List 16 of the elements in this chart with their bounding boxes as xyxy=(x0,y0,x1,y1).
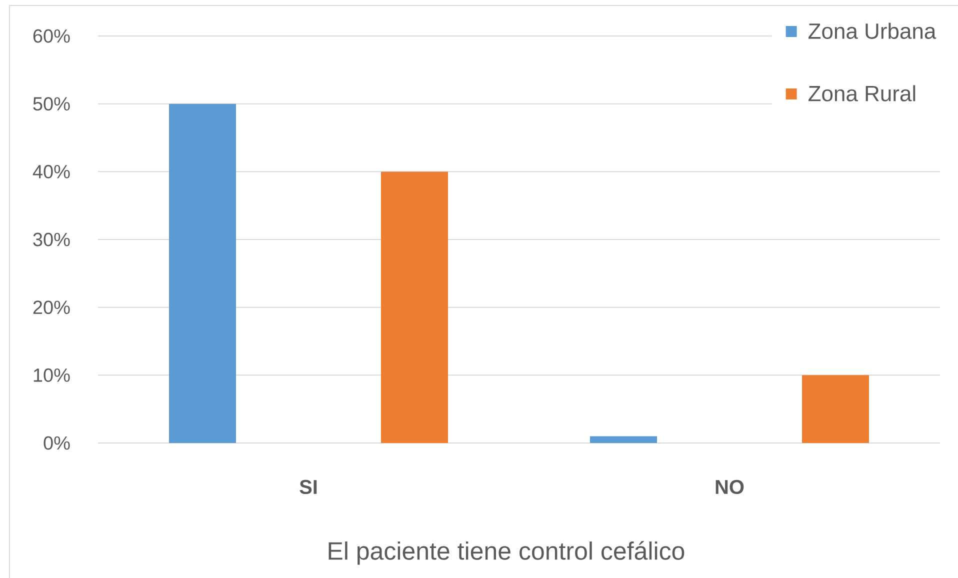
y-tick-label: 10% xyxy=(34,368,70,382)
y-tick-label: 0% xyxy=(44,436,70,450)
y-tick-label: 50% xyxy=(33,97,70,111)
bar xyxy=(590,436,657,443)
y-tick-label: 30% xyxy=(33,232,70,246)
y-tick-label: 60% xyxy=(33,29,70,43)
bar xyxy=(169,104,236,443)
y-tick-label: 40% xyxy=(32,164,70,178)
y-tick-label: 20% xyxy=(33,300,70,314)
legend-label: Zona Urbana xyxy=(808,22,936,39)
bar xyxy=(802,375,869,443)
bar xyxy=(381,172,448,443)
x-tick-label: NO xyxy=(716,480,744,494)
x-tick-label: SI xyxy=(300,480,317,494)
legend-label: Zona Rural xyxy=(808,85,916,102)
x-axis-title: El paciente tiene control cefálico xyxy=(328,541,684,565)
